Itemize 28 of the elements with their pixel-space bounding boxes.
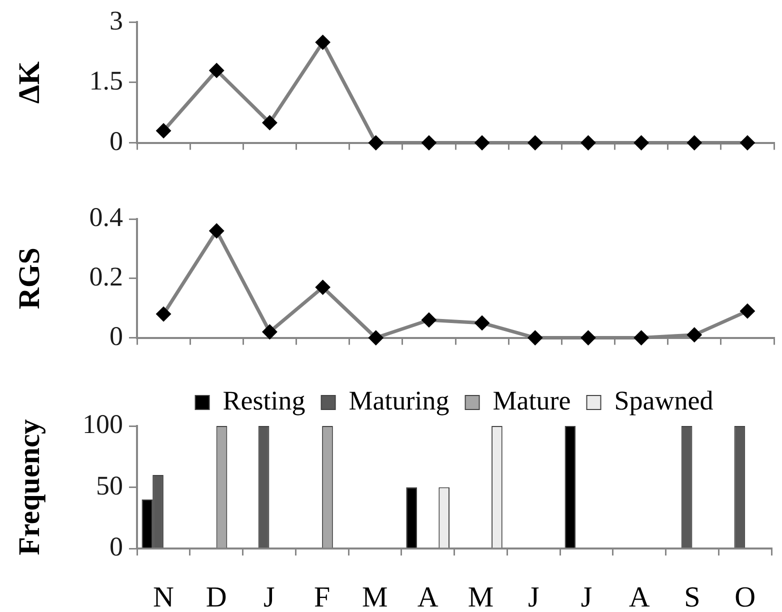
- y-tick-label: 0.2: [89, 261, 123, 292]
- y-tick-label: 50: [96, 470, 123, 500]
- y-tick-label: 1.5: [89, 66, 123, 96]
- x-tick-label: D: [206, 582, 227, 612]
- x-tick-label: F: [314, 582, 330, 612]
- x-tick-label: J: [528, 582, 540, 612]
- x-tick-label: J: [580, 582, 592, 612]
- y-tick-label: 0: [110, 320, 123, 351]
- x-tick-label: A: [628, 582, 650, 612]
- y-tick-label: 0: [110, 532, 123, 562]
- x-tick-label: A: [417, 582, 438, 612]
- y-tick-label: 0.4: [89, 202, 124, 232]
- legend-label: Mature: [492, 386, 571, 416]
- x-tick-label: J: [264, 582, 275, 612]
- y-tick-label: 3: [110, 5, 123, 36]
- y-tick-label: 100: [82, 409, 123, 440]
- y-axis-title: RGS: [12, 248, 46, 310]
- y-axis-title: ΔK: [12, 60, 46, 104]
- y-tick-label: 0: [110, 126, 123, 156]
- x-tick-label: M: [362, 582, 388, 612]
- x-tick-label: S: [684, 582, 700, 612]
- x-tick-label: O: [734, 582, 756, 612]
- legend-label: Maturing: [348, 386, 450, 416]
- legend-label: Resting: [222, 386, 306, 416]
- legend-label: Spawned: [614, 386, 714, 416]
- x-tick-label: N: [152, 582, 174, 612]
- x-tick-label: M: [468, 582, 494, 612]
- y-axis-title: Frequency: [12, 419, 46, 556]
